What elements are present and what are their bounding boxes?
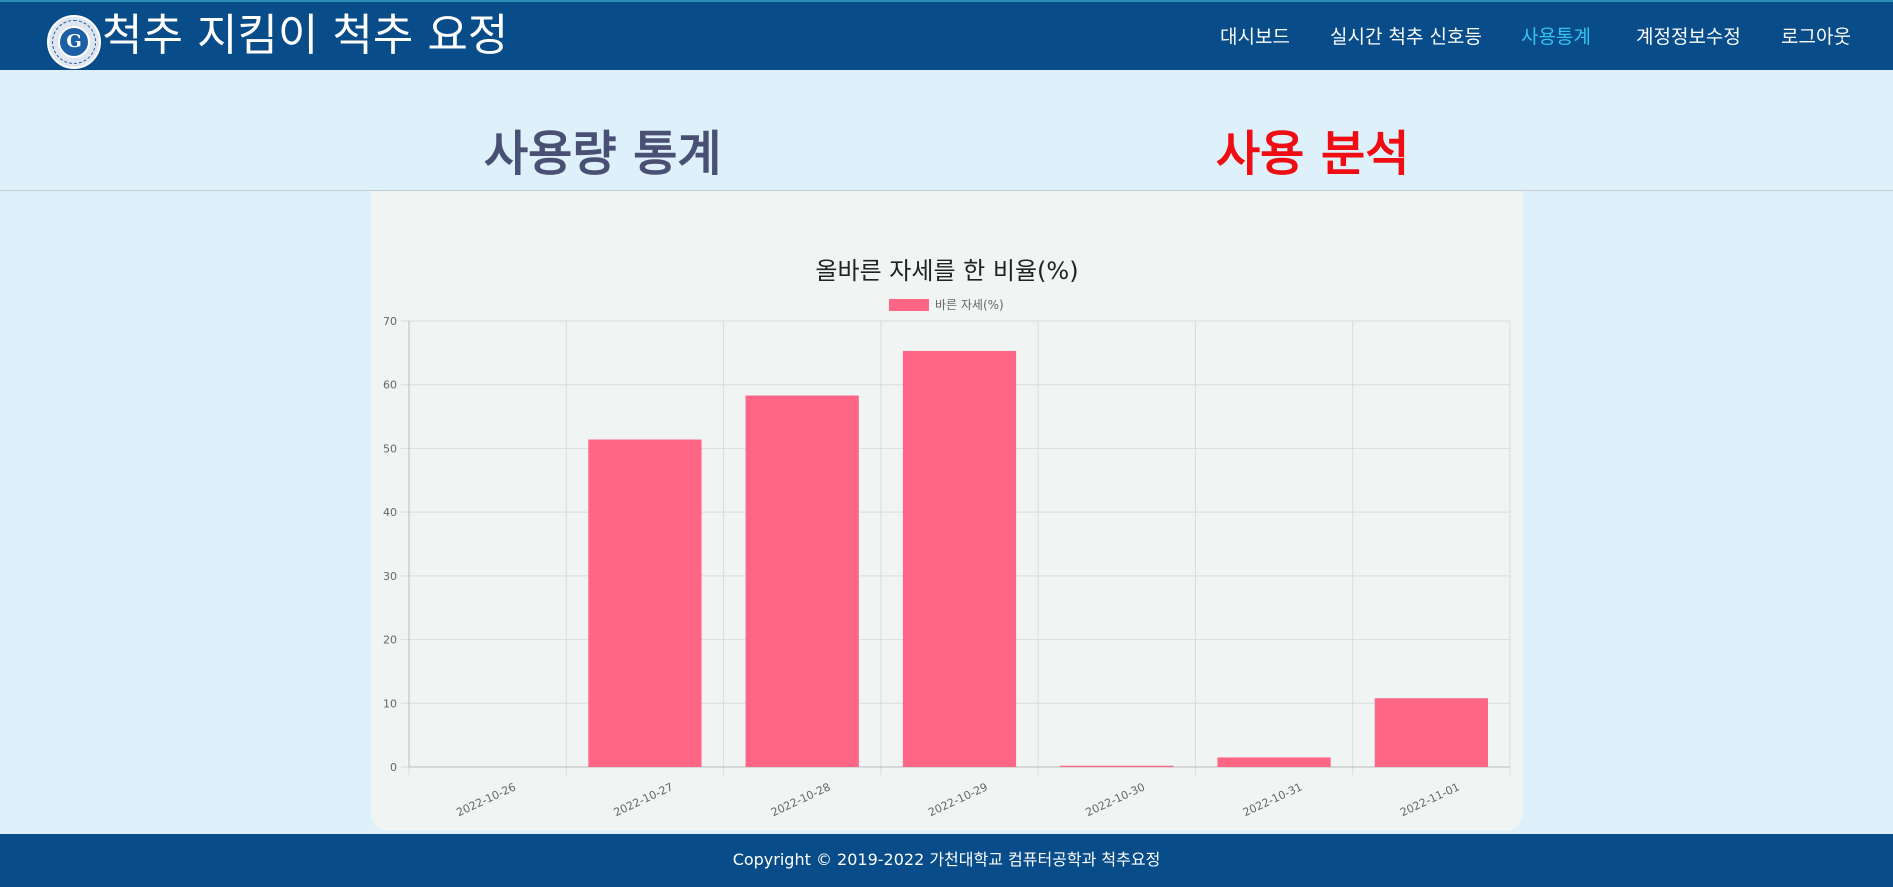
x-tick-label: 2022-10-26 [454,780,517,819]
posture-bar-chart: 올바른 자세를 한 비율(%) 바른 자세(%) 0 10 20 30 40 50 60 70… [383,257,1511,819]
tab-usage-analysis[interactable]: 사용 분석 [1216,126,1410,182]
nav-item-logout[interactable]: 로그아웃 [1781,26,1851,48]
y-tick-label: 30 [383,570,397,583]
footer-copyright: Copyright © 2019-2022 가천대학교 컴퓨터공학과 척추요정 [732,850,1161,869]
chart-card: 올바른 자세를 한 비율(%) 바른 자세(%) 0 10 20 30 40 50 60 70… [371,191,1523,831]
chart-bar[interactable] [1060,765,1174,767]
x-tick-label: 2022-10-31 [1241,780,1304,819]
x-tick-label: 2022-10-28 [769,780,832,819]
chart-bar[interactable] [1217,757,1331,767]
x-tick-label: 2022-11-01 [1398,780,1461,819]
section-divider [0,190,1893,191]
nav-item-usage-stats[interactable]: 사용통계 [1521,26,1591,48]
y-tick-label: 20 [383,634,397,647]
x-tick-label: 2022-10-30 [1084,780,1147,819]
legend-swatch[interactable] [889,299,929,311]
x-tick-label: 2022-10-27 [612,780,675,819]
y-tick-label: 60 [383,379,397,392]
chart-title: 올바른 자세를 한 비율(%) [815,257,1078,285]
chart-bar[interactable] [1374,698,1488,767]
nav-item-realtime-signal[interactable]: 실시간 척추 신호등 [1330,26,1482,48]
y-tick-label: 40 [383,506,397,519]
logo-letter: G [58,26,90,58]
y-tick-label: 10 [383,697,397,710]
logo-ring [52,20,96,64]
y-tick-label: 0 [390,761,397,774]
y-tick-label: 70 [383,315,397,328]
legend-label[interactable]: 바른 자세(%) [935,298,1004,312]
chart-bar[interactable] [902,350,1017,767]
nav-item-dashboard[interactable]: 대시보드 [1220,26,1290,48]
x-tick-label: 2022-10-29 [926,780,989,819]
chart-bar[interactable] [745,395,859,767]
x-axis-ticks: 2022-10-26 2022-10-27 2022-10-28 2022-10-29… [454,780,1461,819]
y-tick-label: 50 [383,442,397,455]
nav-item-account-edit[interactable]: 계정정보수정 [1636,26,1741,48]
tab-usage-stats[interactable]: 사용량 통계 [484,126,722,182]
university-logo-icon[interactable]: G [47,15,101,69]
top-navbar: G 척추 지킴이 척추 요정 대시보드 실시간 척추 신호등 사용통계 계정정보… [0,0,1893,70]
y-axis-ticks: 0 10 20 30 40 50 60 70 [383,315,397,774]
page-footer: Copyright © 2019-2022 가천대학교 컴퓨터공학과 척추요정 [0,834,1893,887]
site-title[interactable]: 척추 지킴이 척추 요정 [102,10,509,61]
chart-bar[interactable] [588,439,702,767]
chart-bars [588,350,1488,767]
